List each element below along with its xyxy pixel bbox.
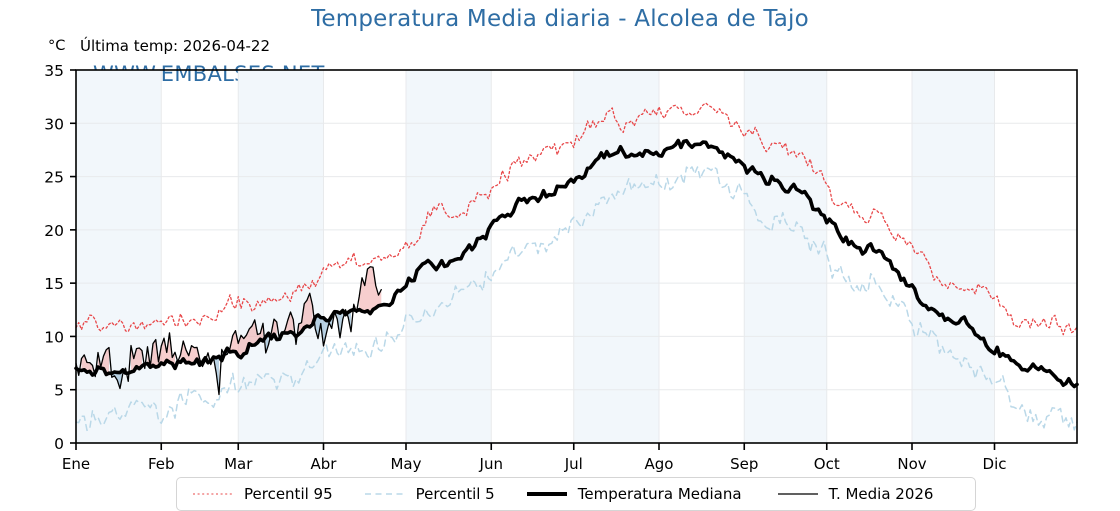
legend-item-label: T. Media 2026 xyxy=(828,485,934,503)
legend-item-percentil-5[interactable]: Percentil 5 xyxy=(363,478,495,510)
legend-item-percentil-95[interactable]: Percentil 95 xyxy=(191,478,333,510)
x-axis-tick-label: May xyxy=(390,455,421,473)
x-axis-tick-label: Ene xyxy=(62,455,90,473)
y-axis-tick-label: 5 xyxy=(54,382,64,400)
legend-line-sample xyxy=(777,493,818,495)
plot-area: 0 5 10 15 20 25 30 35 Ene Feb Mar Abr May Jun Jul Ago Se… xyxy=(44,62,1079,473)
x-axis-tick-label: Feb xyxy=(148,455,175,473)
legend-item-label: Percentil 95 xyxy=(244,485,333,503)
x-axis-tick-label: Nov xyxy=(897,455,926,473)
y-axis-tick-label: 15 xyxy=(44,275,64,293)
series-line-percentil-5 xyxy=(75,166,1078,432)
chart-legend: Percentil 95 Percentil 5 Temperatura Media… xyxy=(176,477,976,511)
x-axis-tick-label: Jun xyxy=(479,455,503,473)
x-axis-tick-label: Dic xyxy=(983,455,1007,473)
x-axis-tick-label: Abr xyxy=(311,455,338,473)
legend-item-temperatura-mediana[interactable]: Temperatura Mediana xyxy=(525,478,742,510)
x-axis-tick-label: Ago xyxy=(645,455,674,473)
series-line-t-media-2026 xyxy=(75,266,382,396)
x-axis-tick-label: Sep xyxy=(730,455,758,473)
last-temp-label: Última temp: 2026-04-22 xyxy=(80,37,271,55)
y-axis-tick-label: 20 xyxy=(44,222,64,240)
y-axis-tick-label: 35 xyxy=(44,62,64,80)
y-axis-tick-label: 0 xyxy=(54,435,64,453)
legend-line-sample xyxy=(364,493,405,495)
x-axis-tick-label: Jul xyxy=(564,455,583,473)
series-line-temperatura-mediana xyxy=(74,138,1079,389)
legend-line-sample xyxy=(526,492,567,496)
x-axis-tick-label: Mar xyxy=(224,455,253,473)
legend-line-sample xyxy=(193,493,233,495)
y-axis-tick-label: 25 xyxy=(44,169,64,187)
y-axis-tick-label: 30 xyxy=(44,115,64,133)
page-title: Temperatura Media diaria - Alcolea de Ta… xyxy=(311,6,809,32)
legend-item-t-media-2026[interactable]: T. Media 2026 xyxy=(776,478,934,510)
series-line-percentil-95 xyxy=(75,102,1078,336)
y-axis-unit-label: °C xyxy=(48,38,66,54)
y-axis-tick-label: 10 xyxy=(44,328,64,346)
legend-item-label: Temperatura Mediana xyxy=(577,485,742,503)
legend-item-label: Percentil 5 xyxy=(415,485,495,503)
x-axis-tick-label: Oct xyxy=(814,455,840,473)
temperature-chart: Temperatura Media diaria - Alcolea de Ta… xyxy=(44,6,1079,511)
